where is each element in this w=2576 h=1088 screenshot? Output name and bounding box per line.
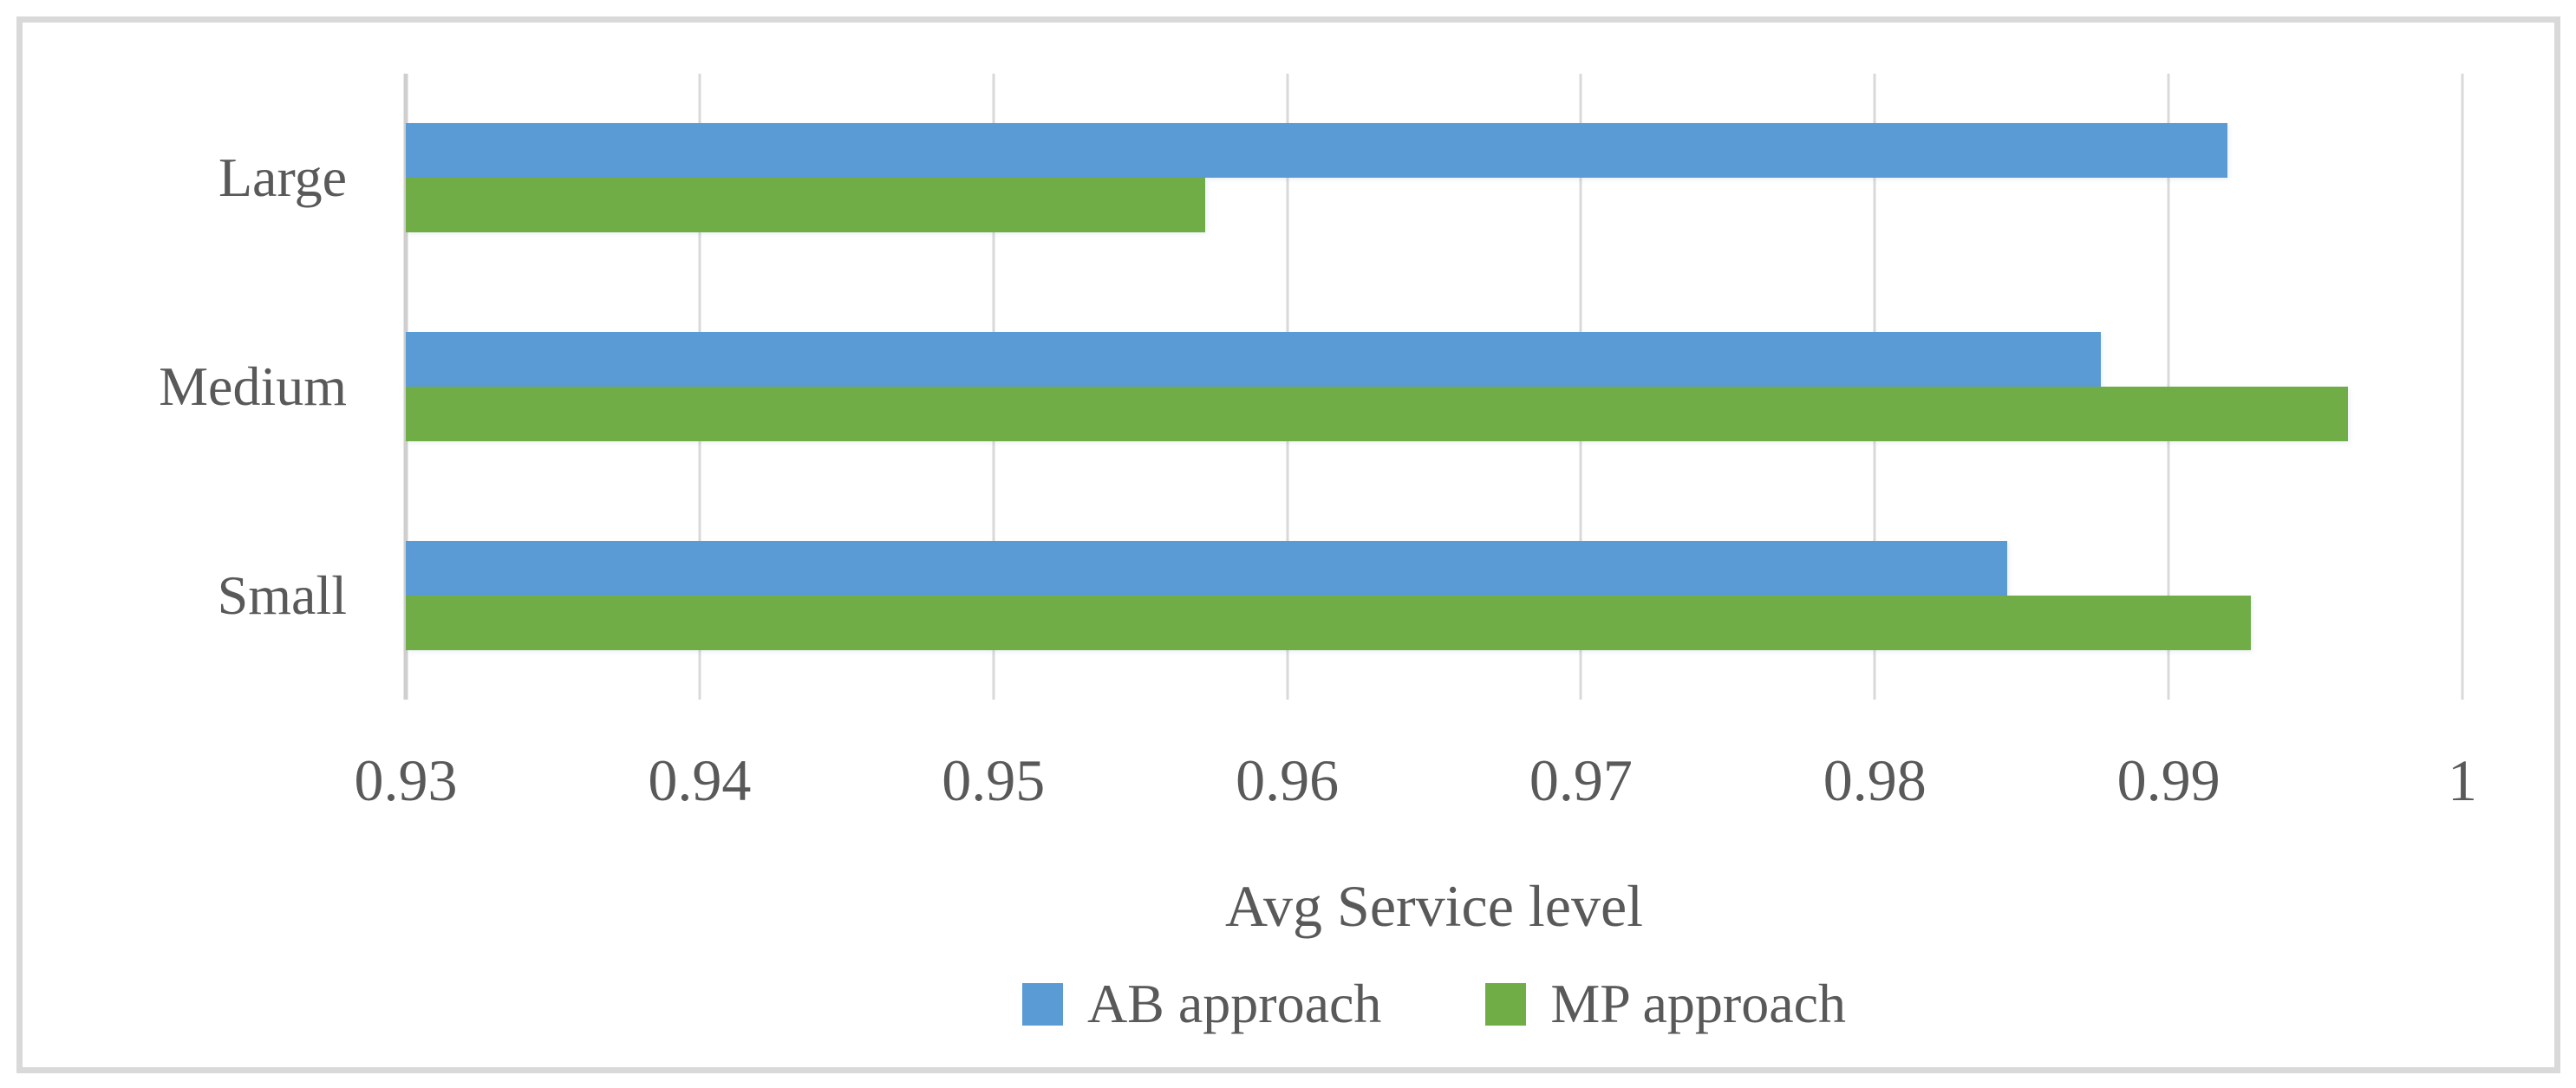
x-axis-title: Avg Service level — [1224, 873, 1644, 939]
x-tick-label-0.97: 0.97 — [1529, 747, 1633, 813]
x-tick-label-0.94: 0.94 — [648, 747, 752, 813]
x-tick-label-1: 1 — [2448, 747, 2477, 813]
category-label-large: Large — [218, 147, 347, 209]
bar-ab-medium — [406, 332, 2102, 387]
legend-label: MP approach — [1550, 973, 1847, 1034]
bar-mp-small — [406, 595, 2252, 650]
chart-border-frame — [16, 16, 2560, 1073]
legend-label: AB approach — [1086, 973, 1382, 1034]
bar-ab-small — [406, 540, 2007, 596]
bar-mp-large — [406, 178, 1205, 233]
x-tick-label-0.95: 0.95 — [942, 747, 1046, 813]
legend-swatch-ab — [1021, 982, 1063, 1026]
bar-ab-large — [406, 123, 2227, 179]
bar-mp-medium — [406, 387, 2348, 441]
category-label-small: Small — [217, 564, 347, 626]
category-label-medium: Medium — [159, 355, 347, 417]
legend-item-ab: AB approach — [1021, 969, 1382, 1039]
legend-swatch-mp — [1485, 982, 1527, 1026]
plot-area — [403, 74, 2464, 700]
x-tick-label-0.98: 0.98 — [1823, 747, 1927, 813]
legend: AB approach MP approach — [406, 969, 2462, 1039]
legend-item-mp: MP approach — [1485, 969, 1846, 1039]
x-tick-label-0.99: 0.99 — [2116, 747, 2221, 813]
x-tick-label-0.96: 0.96 — [1236, 747, 1340, 813]
x-tick-label-0.93: 0.93 — [354, 747, 458, 813]
x-gridline-1 — [2461, 74, 2464, 700]
